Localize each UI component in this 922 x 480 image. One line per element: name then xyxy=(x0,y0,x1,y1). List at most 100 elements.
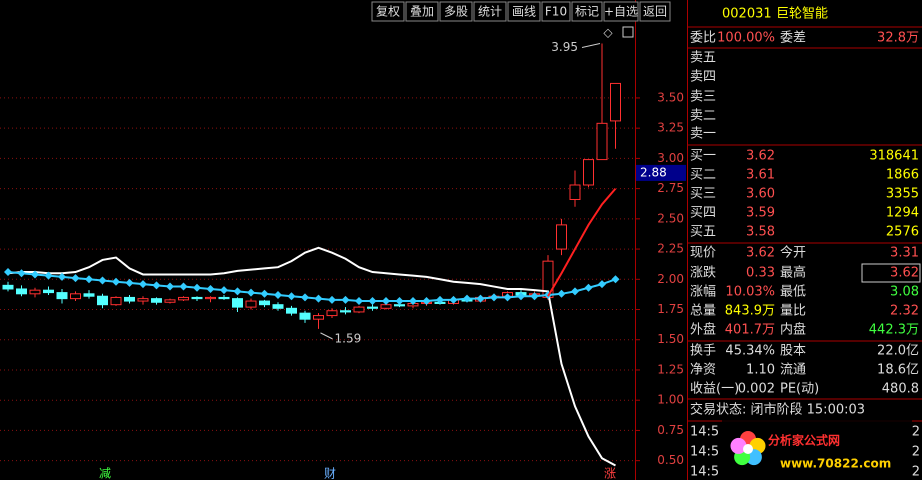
candle-body xyxy=(340,310,351,313)
indicator-marker xyxy=(260,289,269,298)
indicator-marker xyxy=(395,297,404,306)
annotation-label: 1.59 xyxy=(335,331,362,345)
diamond-icon: ◇ xyxy=(603,26,613,40)
quote-label: 现价 xyxy=(690,246,716,261)
candle-body xyxy=(556,224,567,250)
event-marker: 财 xyxy=(324,467,336,480)
quote-label: 卖二 xyxy=(690,109,716,124)
quote-value: 0.002 xyxy=(738,382,775,397)
indicator-marker xyxy=(220,286,228,295)
indicator-marker xyxy=(58,272,66,281)
toolbar-button[interactable] xyxy=(439,1,473,22)
toolbar-button[interactable] xyxy=(405,1,439,22)
quote-volume: 1294 xyxy=(886,206,919,221)
tick-time: 14:5 xyxy=(690,425,719,440)
quote-label: 买三 xyxy=(690,187,716,202)
quote-value: 401.7万 xyxy=(725,323,775,338)
y-tick-label: 2.50 xyxy=(657,211,684,225)
quote-value: 1.10 xyxy=(746,363,775,378)
indicator-marker xyxy=(355,297,363,306)
price-chart: 3.50 3.25 3.00 2.75 2.50 2.25 2.00 1.75 1.50 1.25… xyxy=(0,40,686,480)
toolbar-label[interactable]: 复权 xyxy=(376,5,400,19)
toolbar-label[interactable]: 标记 xyxy=(575,5,599,19)
indicator-marker xyxy=(44,271,53,280)
toolbar-label[interactable]: F10 xyxy=(545,5,567,19)
toolbar-label[interactable]: 叠加 xyxy=(410,5,434,19)
toolbar-label[interactable]: 画线 xyxy=(512,5,536,19)
indicator-marker xyxy=(152,281,161,290)
quote-label: 换手 xyxy=(690,344,716,359)
indicator-marker xyxy=(179,282,188,291)
candle-body xyxy=(583,159,594,186)
indicator-marker xyxy=(503,293,512,302)
indicator-marker xyxy=(17,269,26,278)
quote-value: 480.8 xyxy=(882,382,919,397)
tick-time: 14:5 xyxy=(690,445,719,460)
annotation-arrow xyxy=(320,332,333,340)
candle-body xyxy=(286,307,297,314)
annotation-arrow xyxy=(581,43,601,49)
toolbar-button[interactable] xyxy=(541,1,571,22)
candle-body xyxy=(326,310,338,317)
candle-body xyxy=(245,300,257,308)
candle-body xyxy=(259,300,270,306)
quote-label: 卖五 xyxy=(690,51,716,66)
candle-body xyxy=(218,296,230,300)
quote-label: 股本 xyxy=(780,344,806,359)
quote-value: 3.61 xyxy=(746,168,775,183)
candle-body xyxy=(367,306,378,309)
quote-value: 22.0亿 xyxy=(877,344,919,359)
quote-label: 卖一 xyxy=(690,127,716,142)
candle-body xyxy=(232,298,243,308)
indicator-marker xyxy=(422,297,431,306)
indicator-marker xyxy=(71,274,80,283)
quote-label: 量比 xyxy=(780,304,806,319)
y-tick-label: 3.00 xyxy=(657,151,684,165)
toolbar-button[interactable] xyxy=(603,1,639,22)
cursor-price: 2.88 xyxy=(640,165,667,179)
quote-volume: 2576 xyxy=(886,225,919,240)
indicator-marker xyxy=(449,295,458,304)
quote-label: 净资 xyxy=(690,363,716,378)
quote-value: 3.62 xyxy=(746,246,775,261)
toolbar-button[interactable] xyxy=(473,1,507,22)
event-marker: 涨 xyxy=(604,466,616,480)
toolbar: 复权 叠加 多股 统计 画线 F10 标记 +自选 返回 xyxy=(371,1,671,22)
stock-name: 巨轮智能 xyxy=(776,7,828,22)
toolbar-label[interactable]: 多股 xyxy=(444,5,468,19)
indicator-marker xyxy=(166,282,174,291)
toolbar-button[interactable] xyxy=(571,1,603,22)
toolbar-label[interactable]: +自选 xyxy=(604,5,638,19)
event-marker: 减 xyxy=(99,467,111,480)
window-icon[interactable] xyxy=(622,26,634,38)
quote-label: 买四 xyxy=(690,206,716,221)
indicator-line xyxy=(7,246,616,467)
toolbar-label[interactable]: 返回 xyxy=(643,5,667,19)
tick-volume: 2 xyxy=(912,425,920,440)
candle-body xyxy=(124,296,135,302)
indicator-line xyxy=(7,271,616,303)
quote-label: 涨幅 xyxy=(690,285,716,300)
toolbar-button[interactable] xyxy=(507,1,541,22)
quote-value: 3.59 xyxy=(746,206,775,221)
toolbar-label[interactable]: 统计 xyxy=(478,5,502,19)
indicator-marker xyxy=(139,280,147,289)
candle-body xyxy=(191,296,203,300)
toolbar-button[interactable] xyxy=(371,1,405,22)
quote-value: 442.3万 xyxy=(869,323,919,338)
toolbar-button[interactable] xyxy=(639,1,671,22)
candle-body xyxy=(272,304,284,309)
candle-body xyxy=(56,292,68,300)
quote-label: 最低 xyxy=(780,285,806,300)
quote-value: 100.00% xyxy=(717,31,775,46)
y-tick-label: 2.75 xyxy=(657,181,684,195)
candle-body xyxy=(29,289,41,295)
indicator-marker xyxy=(112,277,120,286)
indicator-marker xyxy=(598,280,606,289)
quote-volume: 3355 xyxy=(886,187,919,202)
candle-body xyxy=(569,184,581,200)
indicator-marker xyxy=(517,292,525,301)
